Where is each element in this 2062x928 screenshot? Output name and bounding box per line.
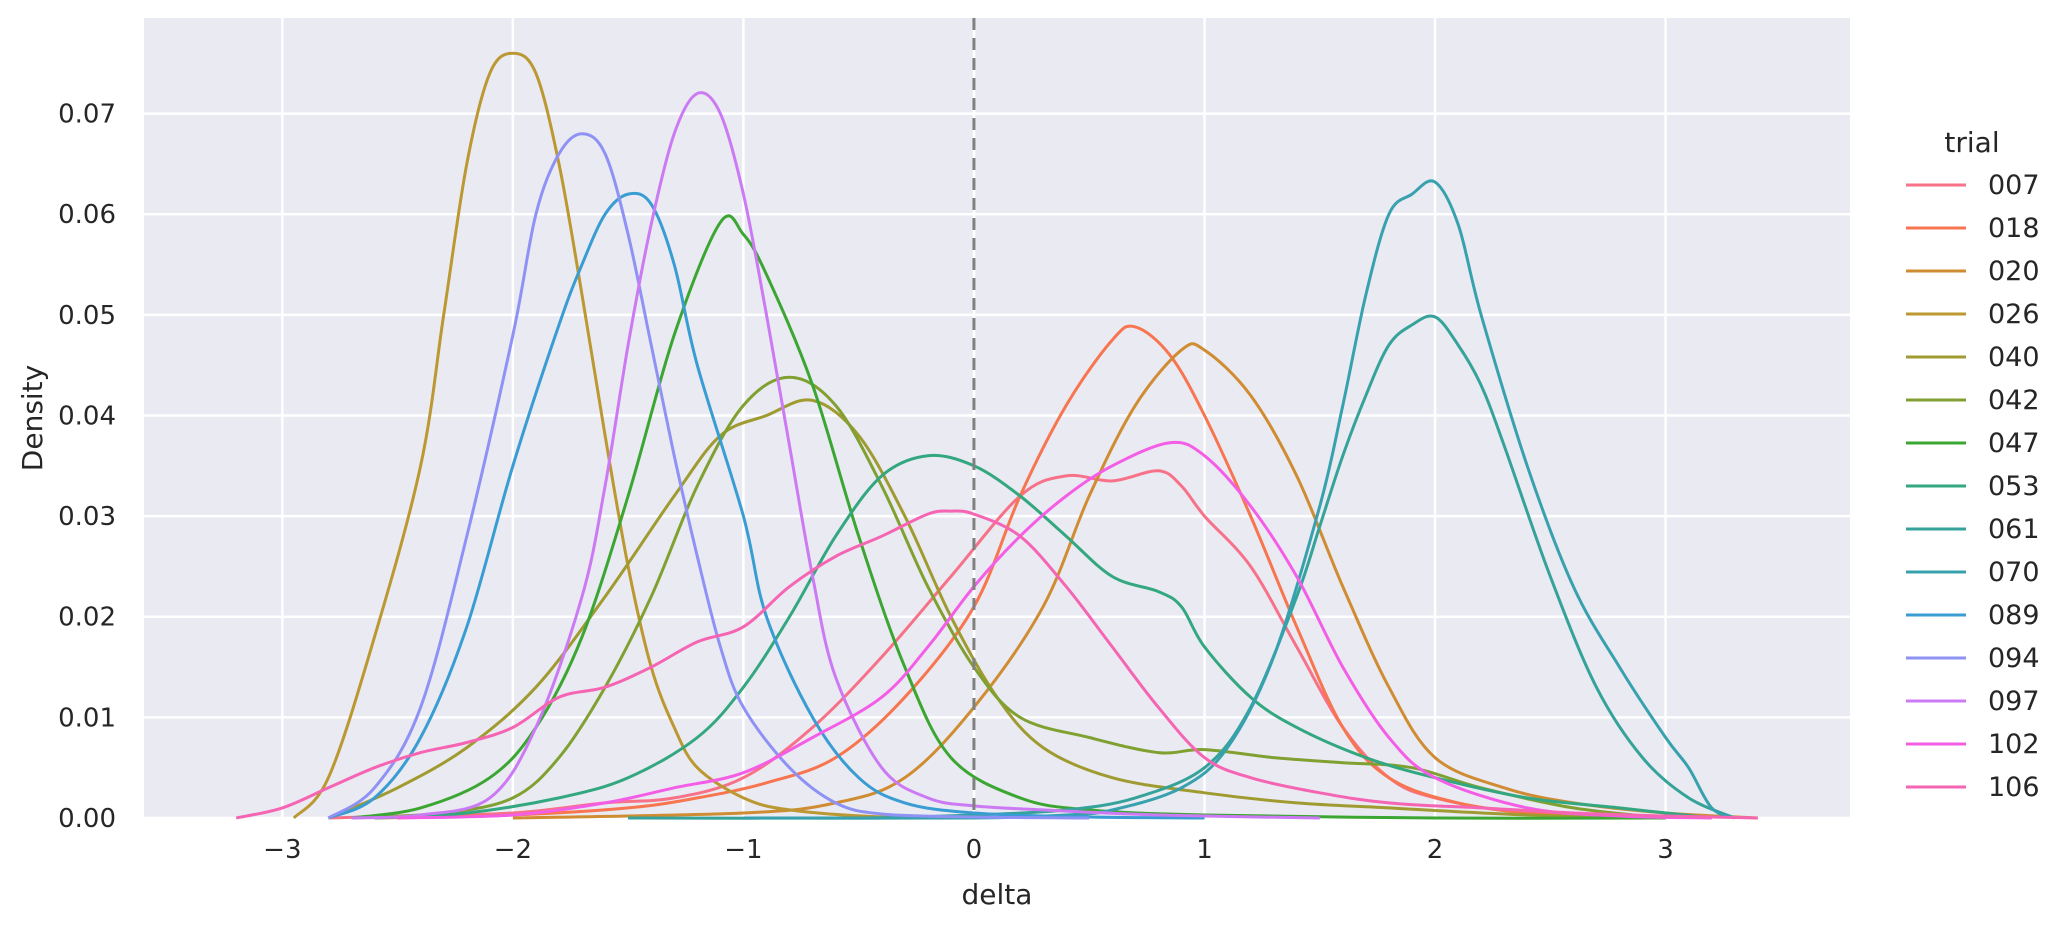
density-curve-026 (292, 51, 974, 820)
legend-label-026: 026 (1988, 299, 2040, 330)
legend-label-070: 070 (1988, 557, 2040, 588)
y-axis-ticks: 0.00 0.01 0.02 0.03 0.04 0.05 0.06 0.07 (58, 100, 116, 834)
legend-label-018: 018 (1988, 213, 2040, 244)
legend-items: 007 018 020 026 040 042 047 053 061 070 089 094 097 1… (1906, 170, 2040, 803)
legend-label-053: 053 (1988, 471, 2040, 502)
y-tick-label: 0.06 (58, 200, 116, 230)
density-curve-020 (512, 342, 1758, 820)
y-tick-label: 0.04 (58, 401, 116, 431)
density-curve-042 (351, 375, 1666, 820)
y-tick-label: 0.00 (58, 804, 116, 834)
legend-label-106: 106 (1988, 772, 2040, 803)
y-axis-label: Density (16, 365, 49, 471)
legend-title: trial (1944, 126, 1999, 159)
legend-label-007: 007 (1988, 170, 2040, 201)
density-curve-089 (327, 191, 1205, 820)
x-tick-label: 0 (966, 835, 983, 865)
legend-label-097: 097 (1988, 686, 2040, 717)
density-curve-094 (327, 132, 1090, 820)
legend-label-102: 102 (1988, 729, 2040, 760)
y-tick-label: 0.01 (58, 703, 116, 733)
legend-label-094: 094 (1988, 643, 2040, 674)
y-tick-label: 0.07 (58, 100, 116, 130)
y-tick-label: 0.05 (58, 301, 116, 331)
y-tick-label: 0.02 (58, 603, 116, 633)
x-tick-label: 1 (1196, 835, 1213, 865)
legend-label-020: 020 (1988, 256, 2040, 287)
x-tick-label: −1 (724, 835, 762, 865)
legend: trial 0070180200260400420470530610700890… (1906, 126, 2040, 803)
density-curve-040 (327, 398, 1666, 820)
y-tick-label: 0.03 (58, 502, 116, 532)
density-curve-102 (397, 440, 1712, 820)
x-axis-label: delta (962, 878, 1033, 911)
density-curve-097 (351, 91, 1320, 820)
density-curve-053 (374, 453, 1712, 820)
legend-label-040: 040 (1988, 342, 2040, 373)
density-curves (235, 51, 1758, 820)
x-tick-label: 3 (1657, 835, 1674, 865)
density-curve-070 (743, 179, 1736, 820)
legend-label-047: 047 (1988, 428, 2040, 459)
legend-label-089: 089 (1988, 600, 2040, 631)
x-tick-label: 2 (1427, 835, 1444, 865)
legend-label-042: 042 (1988, 385, 2040, 416)
x-tick-label: −2 (494, 835, 532, 865)
density-curve-106 (235, 509, 1758, 820)
x-tick-label: −3 (263, 835, 301, 865)
legend-label-061: 061 (1988, 514, 2040, 545)
x-axis-ticks: −3 −2 −1 0 1 2 3 (263, 835, 1674, 865)
